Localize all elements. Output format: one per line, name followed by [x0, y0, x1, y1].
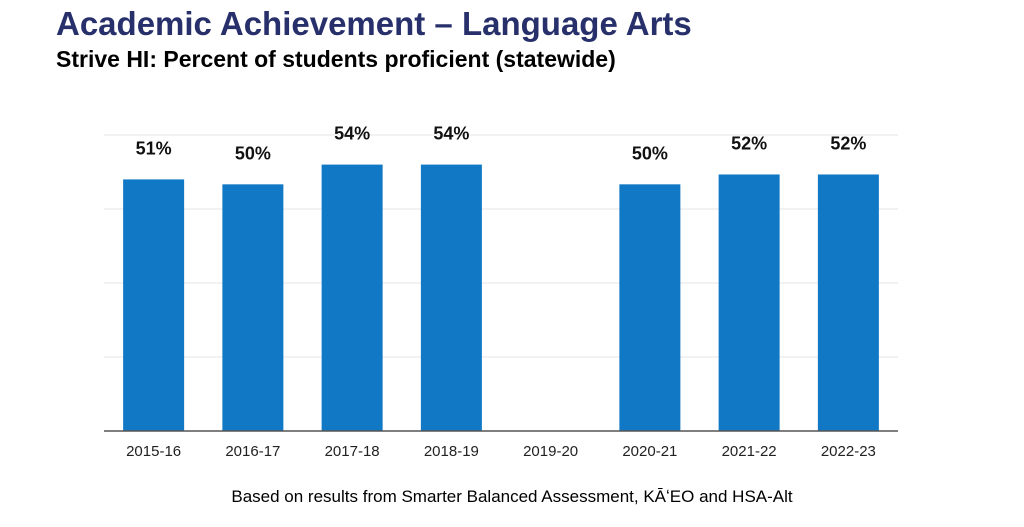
- x-axis-ticks: 2015-16 2016-17 2017-18 2018-19 2019-20 2020-…: [126, 443, 876, 460]
- data-labels: 51% 50% 54% 54% 50% 52% 52%: [136, 124, 867, 164]
- x-tick-label: 2020-21: [622, 443, 677, 460]
- bar-2021-22: [718, 174, 780, 431]
- data-label-2015-16: 51%: [136, 138, 172, 158]
- x-tick-label: 2018-19: [424, 443, 479, 460]
- x-tick-label: 2016-17: [225, 443, 280, 460]
- x-tick-label: 2022-23: [821, 443, 876, 460]
- x-tick-label: 2019-20: [523, 443, 578, 460]
- bar-2020-21: [619, 184, 681, 431]
- page-subtitle: Strive HI: Percent of students proficien…: [56, 46, 616, 72]
- bar-2015-16: [123, 179, 185, 431]
- page-title: Academic Achievement – Language Arts: [56, 5, 692, 42]
- x-tick-label: 2021-22: [722, 443, 777, 460]
- footnote: Based on results from Smarter Balanced A…: [231, 487, 793, 506]
- data-label-2021-22: 52%: [731, 133, 767, 153]
- data-label-2017-18: 54%: [334, 124, 370, 144]
- data-label-2018-19: 54%: [433, 124, 469, 144]
- data-label-2016-17: 50%: [235, 143, 271, 163]
- bars: [123, 164, 879, 431]
- bar-2016-17: [222, 184, 284, 431]
- x-tick-label: 2017-18: [325, 443, 380, 460]
- data-label-2020-21: 50%: [632, 143, 668, 163]
- data-label-2022-23: 52%: [830, 133, 866, 153]
- x-tick-label: 2015-16: [126, 443, 181, 460]
- bar-2018-19: [420, 164, 482, 431]
- bar-2022-23: [817, 174, 879, 431]
- bar-2017-18: [321, 164, 383, 431]
